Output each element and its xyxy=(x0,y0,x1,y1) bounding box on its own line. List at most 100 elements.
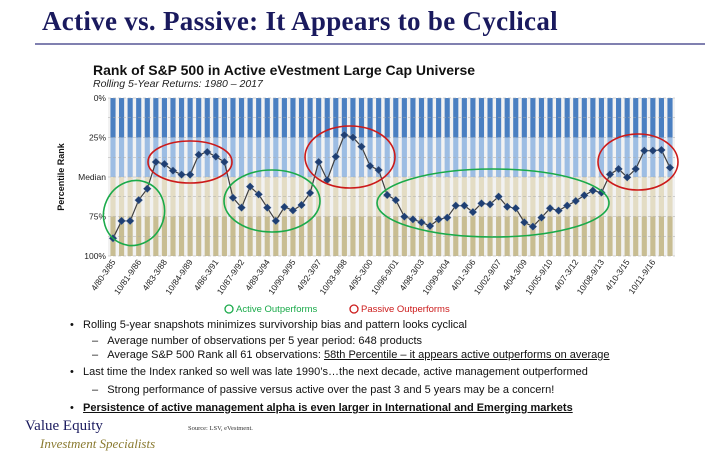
y-tick-label: 25% xyxy=(89,133,106,143)
background-bar xyxy=(624,137,630,177)
background-bar xyxy=(118,98,125,138)
background-bar xyxy=(530,177,536,217)
data-point-marker xyxy=(494,192,503,201)
background-bar xyxy=(598,98,605,138)
background-bar xyxy=(290,98,296,138)
data-point-marker xyxy=(400,212,409,221)
background-bar xyxy=(230,137,236,177)
data-point-marker xyxy=(528,222,538,231)
data-point-marker xyxy=(168,166,178,175)
background-bar xyxy=(264,137,270,177)
background-bar xyxy=(624,98,630,138)
background-bar xyxy=(410,177,416,217)
data-point-marker xyxy=(305,188,315,198)
data-point-marker xyxy=(125,216,135,226)
background-bar xyxy=(170,98,176,138)
data-point-marker xyxy=(425,221,435,231)
data-point-marker xyxy=(160,159,169,169)
background-bar xyxy=(478,137,485,177)
background-bar xyxy=(230,98,236,138)
background-bar xyxy=(444,216,450,256)
background-bar xyxy=(470,137,476,177)
data-point-marker xyxy=(262,203,272,212)
data-point-marker xyxy=(357,142,366,151)
background-bar xyxy=(358,216,365,256)
source-note: Source: LSV, eVestment. xyxy=(188,425,253,432)
background-bar xyxy=(650,216,656,256)
bullet-text: Average S&P 500 Rank all 61 observations… xyxy=(107,349,324,361)
background-bar xyxy=(650,177,656,217)
data-point-marker xyxy=(537,213,546,222)
background-bar xyxy=(144,216,150,256)
passive-outperforms-ellipse xyxy=(597,133,679,191)
data-point-marker xyxy=(382,190,392,200)
data-point-marker xyxy=(331,152,341,161)
data-point-marker xyxy=(640,146,649,155)
background-bar xyxy=(564,216,570,256)
data-point-marker xyxy=(237,203,246,212)
data-point-marker xyxy=(211,152,221,161)
logo-line-2: Investment Specialists xyxy=(40,436,156,451)
data-point-marker xyxy=(348,133,358,142)
bullet-text: Persistence of active management alpha i… xyxy=(83,402,573,414)
background-bar xyxy=(530,137,536,177)
data-point-marker xyxy=(614,164,623,174)
background-bar xyxy=(358,177,365,217)
background-bar xyxy=(238,98,245,138)
background-bar xyxy=(290,177,296,217)
background-bar xyxy=(324,216,330,256)
sub-bullet-2a: – Strong performance of passive versus a… xyxy=(92,384,554,396)
data-point-marker xyxy=(477,199,486,208)
data-point-marker xyxy=(665,163,675,172)
data-point-marker xyxy=(648,146,658,155)
background-bar xyxy=(178,216,185,256)
data-point-marker xyxy=(502,202,512,211)
chart-subtitle: Rolling 5-Year Returns: 1980 – 2017 xyxy=(93,78,264,90)
background-bar xyxy=(658,137,665,177)
background-bar xyxy=(410,137,416,177)
background-bar xyxy=(358,98,365,138)
bullet-text: Average number of observations per 5 yea… xyxy=(107,335,423,347)
background-bar xyxy=(538,98,545,138)
background-bar xyxy=(504,177,510,217)
bullet-text: Rolling 5-year snapshots minimizes survi… xyxy=(83,319,467,331)
background-bar xyxy=(358,137,365,177)
data-point-marker xyxy=(220,157,229,167)
background-bar xyxy=(564,137,570,177)
data-point-marker xyxy=(271,216,281,226)
background-bar xyxy=(470,98,476,138)
data-point-marker xyxy=(142,184,152,193)
background-bar xyxy=(418,137,425,177)
data-point-marker xyxy=(254,190,263,199)
background-bar xyxy=(178,98,185,138)
background-bar xyxy=(204,137,210,177)
background-bar xyxy=(410,98,416,138)
data-point-marker xyxy=(468,207,478,217)
data-point-marker xyxy=(442,213,452,222)
slide-title: Active vs. Passive: It Appears to be Cyc… xyxy=(42,6,558,36)
dash-marker: – xyxy=(92,384,99,396)
active-outperforms-ellipse xyxy=(376,168,610,238)
data-point-marker xyxy=(185,170,195,179)
data-point-marker xyxy=(408,215,418,224)
background-bar xyxy=(530,216,536,256)
background-bar xyxy=(230,216,236,256)
background-bar xyxy=(564,98,570,138)
background-bar xyxy=(324,177,330,217)
data-point-marker xyxy=(605,170,615,179)
chart-title: Rank of S&P 500 in Active eVestment Larg… xyxy=(93,62,475,78)
logo-line-1: Value Equity xyxy=(25,418,103,434)
bullet-1: • Rolling 5-year snapshots minimizes sur… xyxy=(70,319,467,331)
title-divider xyxy=(35,43,705,45)
data-point-marker xyxy=(117,216,126,226)
background-bar xyxy=(478,177,485,217)
data-point-marker xyxy=(460,201,469,210)
background-bar xyxy=(350,137,356,177)
data-point-marker xyxy=(597,188,606,197)
y-tick-label: 0% xyxy=(94,93,107,103)
legend: Active Outperforms Passive Outperforms xyxy=(224,304,450,315)
background-bar xyxy=(538,216,545,256)
background-bar xyxy=(384,216,390,256)
background-bar xyxy=(624,177,630,217)
background-bar xyxy=(470,177,476,217)
